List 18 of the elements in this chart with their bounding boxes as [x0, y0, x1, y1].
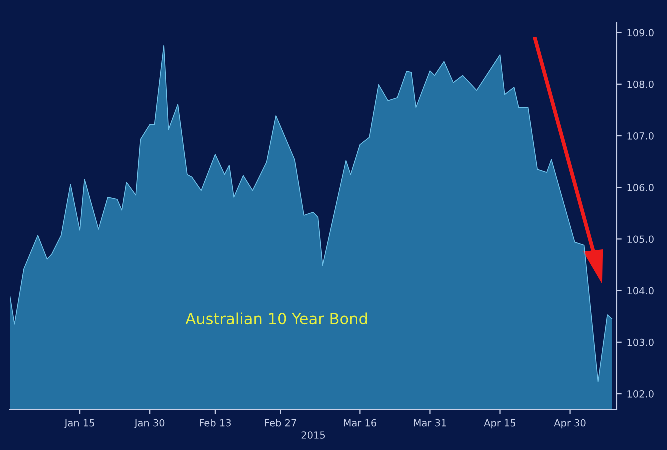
- x-tick-label: Apr 15: [484, 420, 516, 429]
- x-tick-label: Feb 13: [200, 419, 231, 427]
- x-axis-title: 2015: [302, 432, 326, 439]
- x-tick-label: Jan 30: [134, 419, 165, 429]
- x-tick-label: Feb 27: [265, 419, 296, 427]
- x-tick-label: Jan 15: [64, 420, 94, 429]
- y-tick-label: 109.0: [628, 29, 654, 37]
- annotation: Australian 10 Year Bond: [186, 312, 368, 325]
- y-tick-label: 103.0: [628, 338, 654, 346]
- y-tick-label: 106.0: [628, 184, 654, 192]
- y-tick-label: 108.0: [628, 80, 654, 88]
- y-tick-label: 102.0: [628, 390, 654, 398]
- x-tick-label: Apr 30: [554, 419, 586, 429]
- x-tick-label: Mar 16: [344, 419, 376, 427]
- x-tick-label: Mar 31: [414, 419, 446, 427]
- y-tick-label: 105.0: [628, 236, 654, 244]
- y-tick-label: 107.0: [628, 132, 654, 140]
- y-tick-label: 104.0: [628, 287, 654, 295]
